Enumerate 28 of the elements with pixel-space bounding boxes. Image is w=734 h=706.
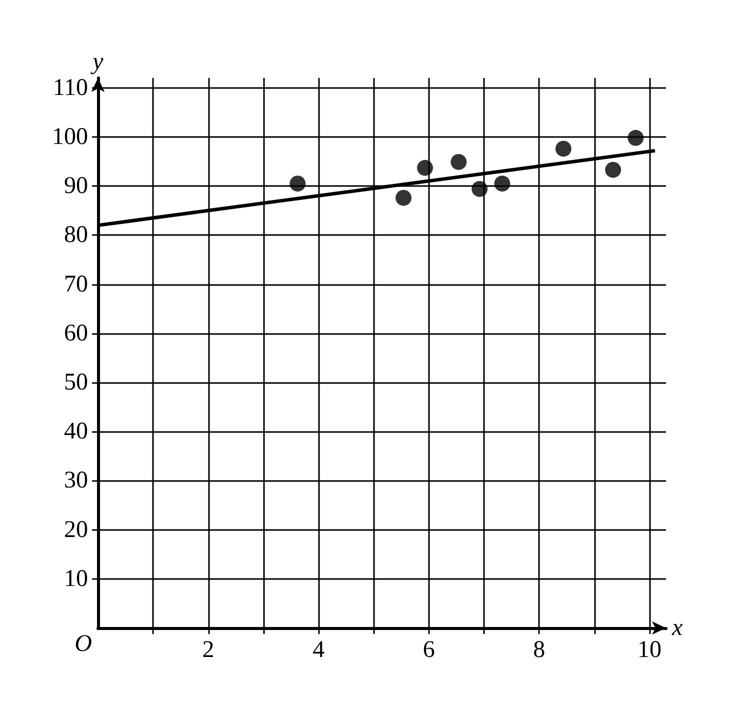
point bbox=[472, 180, 488, 197]
point bbox=[494, 176, 510, 192]
point bbox=[450, 154, 467, 170]
text: O bbox=[74, 631, 92, 657]
y-tick-label: 30 bbox=[64, 468, 88, 494]
y-tick-label: 90 bbox=[64, 173, 88, 200]
y-tick-label: 60 bbox=[64, 320, 88, 346]
y-axis-title: y bbox=[90, 49, 104, 75]
x-tick-label: 4 bbox=[312, 637, 325, 663]
point bbox=[605, 162, 622, 178]
y-tick-label: 20 bbox=[64, 516, 88, 543]
point bbox=[396, 190, 412, 206]
y-tick-label: 70 bbox=[64, 271, 88, 298]
y-tick-label: 80 bbox=[64, 222, 88, 248]
x-axis-title: x bbox=[671, 615, 683, 641]
point bbox=[628, 130, 644, 146]
y-tick-label: 10 bbox=[64, 566, 88, 592]
y-tick-label: 100 bbox=[52, 124, 88, 150]
y-tick-label: 50 bbox=[64, 369, 88, 396]
point bbox=[555, 140, 572, 157]
point bbox=[417, 160, 434, 176]
point bbox=[290, 176, 306, 192]
x-tick-label: 2 bbox=[202, 637, 214, 663]
y-tick-label: 110 bbox=[52, 74, 88, 101]
x-tick-label: 8 bbox=[533, 637, 546, 663]
x-tick-label: 6 bbox=[422, 637, 435, 663]
x-tick-label: 10 bbox=[637, 637, 662, 663]
y-tick-label: 40 bbox=[64, 418, 88, 445]
